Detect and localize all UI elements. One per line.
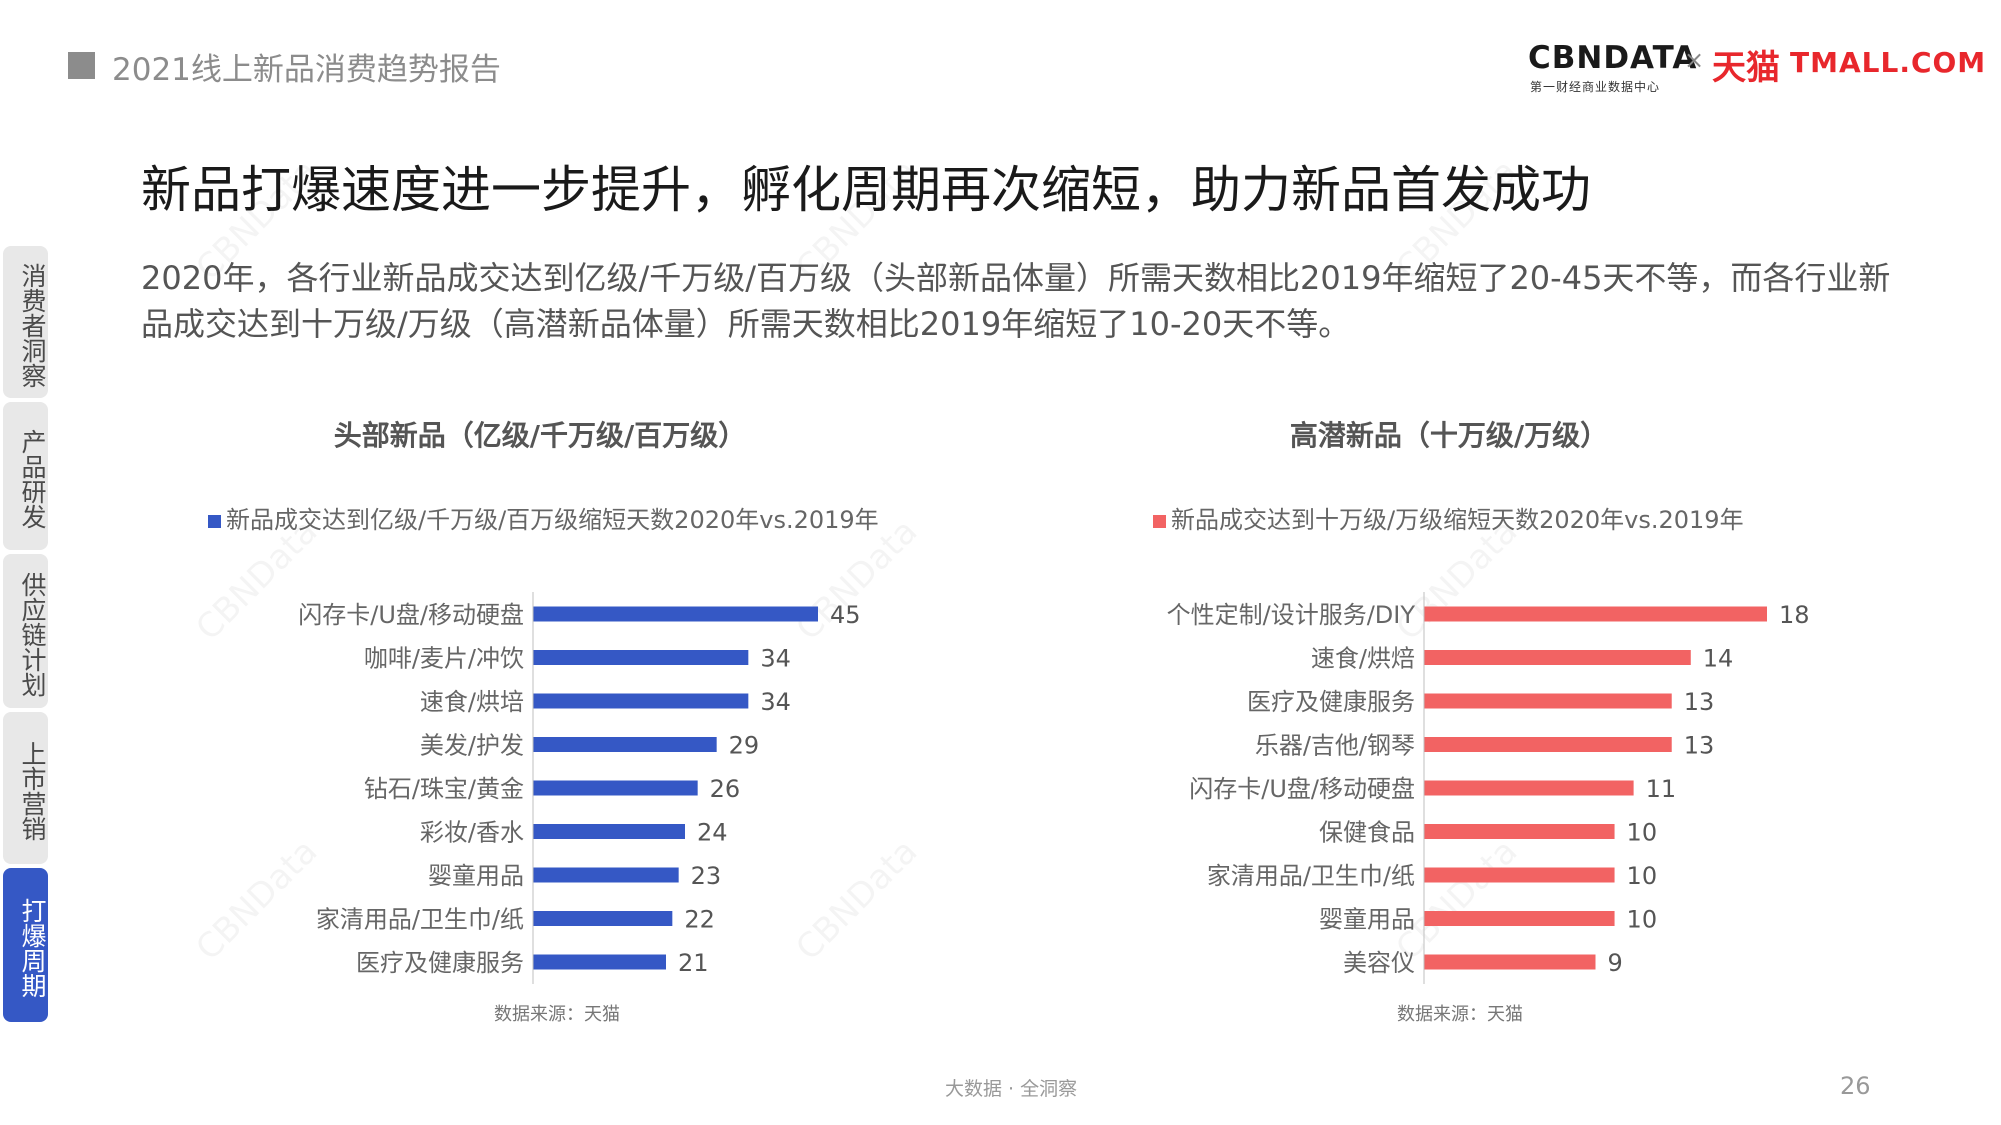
category-label: 家清用品/卫生巾/纸 [1207,862,1415,890]
sidebar-item-supply-chain[interactable]: 供应链计划 [3,554,48,708]
legend-label: 新品成交达到十万级/万级缩短天数2020年vs.2019年 [1171,506,1744,534]
category-label: 婴童用品 [428,862,524,890]
slide-description: 2020年，各行业新品成交达到亿级/千万级/百万级（头部新品体量）所需天数相比2… [141,259,1891,343]
bar [1424,954,1596,970]
category-label: 闪存卡/U盘/移动硬盘 [1189,775,1415,803]
cbndata-logo-subtitle: 第一财经商业数据中心 [1530,80,1661,94]
bar [533,954,666,970]
data-label: 10 [1627,862,1658,890]
bar [533,780,698,796]
category-label: 保健食品 [1319,819,1415,847]
data-label: 29 [729,732,760,760]
legend-swatch [1153,515,1166,528]
data-label: 22 [684,906,715,934]
page-number: 26 [1840,1072,1871,1100]
data-source: 数据来源：天猫 [494,1004,620,1025]
category-label: 咖啡/麦片/冲饮 [364,645,524,673]
category-label: 美发/护发 [420,732,524,760]
bar [533,606,818,622]
data-label: 14 [1703,645,1734,673]
data-label: 9 [1608,949,1623,977]
data-label: 34 [760,645,791,673]
bar [1424,650,1691,665]
data-label: 24 [697,819,728,847]
legend-label: 新品成交达到亿级/千万级/百万级缩短天数2020年vs.2019年 [226,506,879,534]
category-label: 闪存卡/U盘/移动硬盘 [298,601,524,629]
category-label: 速食/烘培 [420,688,524,716]
bar [533,693,749,709]
tmall-logo-en: TMALL.COM [1790,46,1987,79]
sidebar-item-product-rd[interactable]: 产品研发 [3,402,48,550]
slide-title: 新品打爆速度进一步提升，孵化周期再次缩短，助力新品首发成功 [141,161,1591,219]
cbndata-logo: CBNDATA [1528,40,1698,76]
sidebar-item-hit-cycle[interactable]: 打爆周期 [3,868,48,1022]
category-label: 婴童用品 [1319,906,1415,934]
bar [533,911,673,926]
data-label: 26 [710,775,741,803]
data-label: 11 [1646,775,1677,803]
data-label: 10 [1627,906,1658,934]
sidebar-item-marketing[interactable]: 上市营销 [3,712,48,864]
footer-tagline: 大数据 · 全洞察 [945,1078,1078,1100]
tmall-logo-cn: 天猫 [1712,48,1780,88]
bar [1424,780,1634,796]
category-label: 速食/烘焙 [1311,645,1415,673]
bar [533,737,717,752]
category-label: 钻石/珠宝/黄金 [364,775,524,803]
data-label: 13 [1684,688,1715,716]
data-label: 18 [1779,601,1810,629]
sidebar-item-consumer-insight[interactable]: 消费者洞察 [3,246,48,398]
data-label: 34 [760,688,791,716]
report-title: 2021线上新品消费趋势报告 [112,52,501,88]
category-label: 个性定制/设计服务/DIY [1167,601,1416,629]
bar [1424,867,1615,883]
data-label: 21 [678,949,709,977]
legend-swatch [208,515,221,528]
chart-title: 头部新品（亿级/千万级/百万级） [334,419,746,452]
category-label: 乐器/吉他/钢琴 [1255,732,1415,760]
category-label: 医疗及健康服务 [1247,688,1415,716]
chart-title: 高潜新品（十万级/万级） [1290,419,1608,452]
data-label: 13 [1684,732,1715,760]
bar [1424,911,1615,926]
category-label: 家清用品/卫生巾/纸 [316,906,524,934]
data-source: 数据来源：天猫 [1397,1004,1523,1025]
bar [533,824,685,839]
bar [1424,693,1672,709]
bar [533,650,749,665]
logo-separator: × [1684,46,1705,74]
bar [1424,824,1615,839]
header-square-icon [68,52,95,79]
bar [1424,737,1672,752]
data-label: 45 [830,601,861,629]
category-label: 彩妆/香水 [420,819,524,847]
data-label: 23 [691,862,722,890]
bar [533,867,679,883]
bar [1424,606,1767,622]
brand-logo: CBNDATA 第一财经商业数据中心 × 天猫 TMALL.COM [1528,40,1985,100]
category-label: 医疗及健康服务 [356,949,524,977]
data-label: 10 [1627,819,1658,847]
category-label: 美容仪 [1343,949,1415,977]
